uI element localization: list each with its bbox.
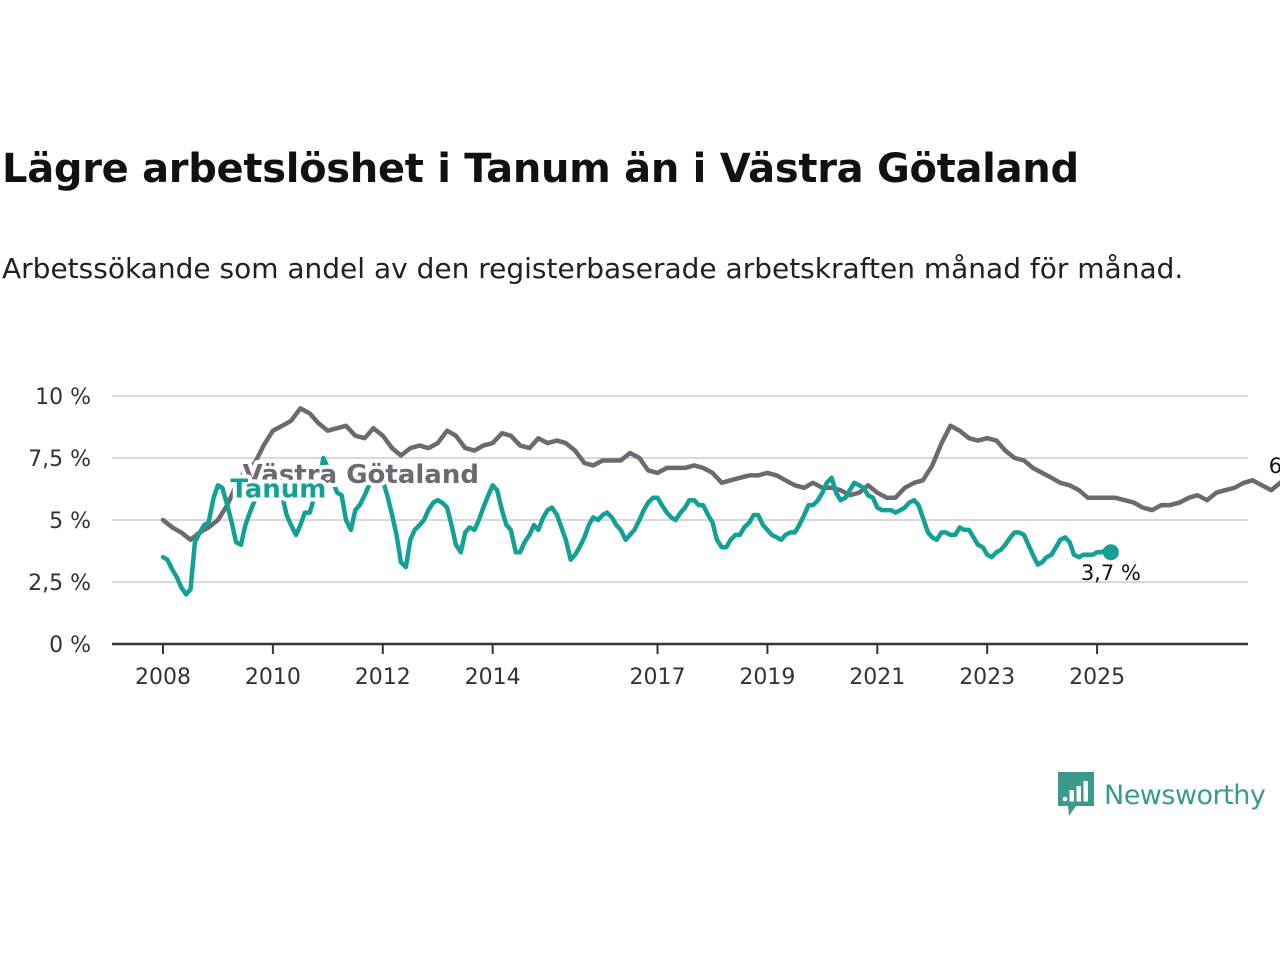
end-marker-tanum [1102, 544, 1119, 561]
series-line-v-stra-g-taland [160, 406, 1280, 543]
x-tick-label: 2010 [245, 665, 301, 690]
grid-lines [112, 395, 1248, 583]
end-value-label: 6,3 % [1269, 454, 1280, 478]
x-axis: 2008 2010 2012 2014 2017 2019 2021 2023 2025 [112, 642, 1248, 690]
series-line-tanum [160, 455, 1114, 597]
x-tick-label: 2012 [355, 665, 411, 690]
x-tick-label: 2023 [959, 665, 1015, 690]
series-lines [160, 406, 1280, 597]
y-tick-label: 10 % [35, 385, 91, 410]
x-tick-label: 2008 [135, 665, 191, 690]
chart-subtitle: Arbetssökande som andel av den registerb… [2, 252, 1184, 285]
newsworthy-logo-icon [1058, 772, 1094, 816]
x-tick-label: 2017 [630, 665, 686, 690]
y-axis: 0 % 2,5 % 5 % 7,5 % 10 % [28, 385, 91, 658]
x-tick-label: 2014 [465, 665, 521, 690]
series-label-tanum: Tanum [230, 475, 326, 505]
chart-title: Lägre arbetslöshet i Tanum än i Västra G… [2, 146, 1079, 192]
x-tick-label: 2025 [1069, 665, 1125, 690]
brand-name: Newsworthy [1104, 779, 1266, 811]
newsworthy-brand[interactable]: Newsworthy [1058, 772, 1266, 818]
y-tick-label: 0 % [49, 633, 91, 658]
y-tick-label: 7,5 % [28, 447, 91, 472]
series-labels: 6,3 % Västra Götaland 3,7 % Tanum [226, 454, 1280, 585]
y-tick-label: 5 % [49, 509, 91, 534]
series-label-v-stra-g-taland: Västra Götaland [243, 460, 479, 490]
y-tick-label: 2,5 % [28, 571, 91, 596]
end-value-label: 3,7 % [1081, 561, 1141, 585]
x-tick-label: 2021 [849, 665, 905, 690]
line-chart: 0 % 2,5 % 5 % 7,5 % 10 % 2008 2010 2012 2014 201… [28, 385, 1280, 690]
x-tick-label: 2019 [739, 665, 795, 690]
